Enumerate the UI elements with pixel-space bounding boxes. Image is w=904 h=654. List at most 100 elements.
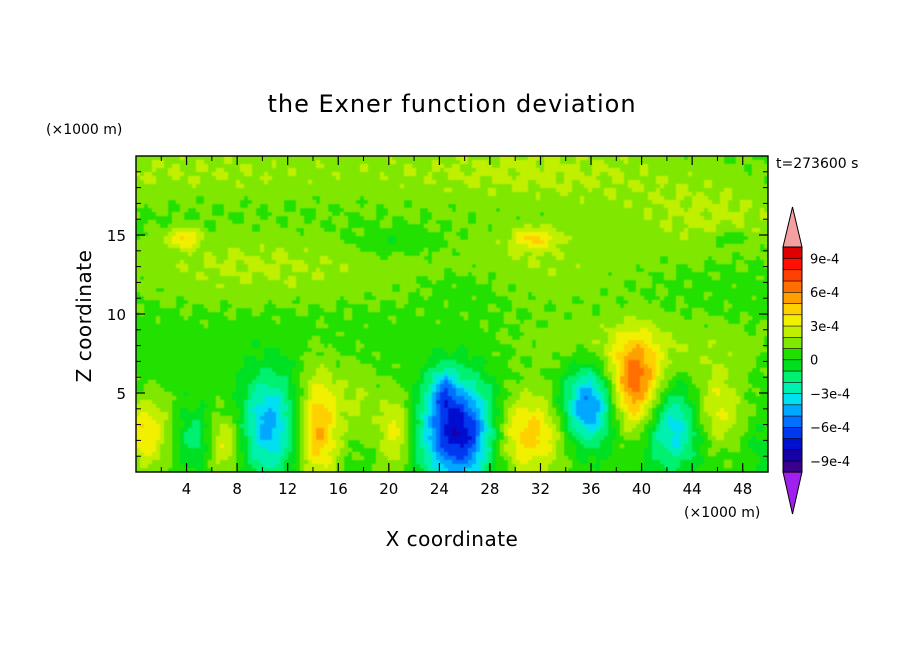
field-cell <box>568 180 573 185</box>
field-cell <box>584 240 589 245</box>
field-cell <box>668 224 673 229</box>
field-cell <box>712 180 717 185</box>
field-cell <box>740 244 745 249</box>
field-cell <box>576 256 581 261</box>
field-cell <box>308 192 313 197</box>
field-cell <box>716 276 721 281</box>
field-cell <box>224 220 229 225</box>
field-cell <box>500 252 505 257</box>
field-cell <box>324 232 329 237</box>
field-cell <box>600 248 605 253</box>
field-cell <box>724 260 729 265</box>
field-cell <box>268 200 273 205</box>
field-cell <box>656 208 661 213</box>
field-cell <box>748 228 753 233</box>
field-cell <box>584 208 589 213</box>
field-cell <box>644 248 649 253</box>
field-cell <box>248 204 253 209</box>
field-cell <box>584 252 589 257</box>
field-cell <box>496 224 501 229</box>
field-cell <box>608 208 613 213</box>
field-cell <box>272 240 277 245</box>
field-cell <box>252 160 257 165</box>
field-cell <box>552 172 557 177</box>
field-cell <box>280 252 285 257</box>
field-cell <box>532 212 537 217</box>
field-cell <box>740 176 745 181</box>
field-cell <box>244 180 249 185</box>
field-cell <box>332 204 337 209</box>
field-cell <box>436 220 441 225</box>
field-cell <box>164 276 169 281</box>
field-cell <box>332 236 337 241</box>
field-cell <box>200 248 205 253</box>
field-cell <box>200 160 205 165</box>
field-cell <box>628 272 633 277</box>
field-cell <box>372 212 377 217</box>
field-cell <box>280 236 285 241</box>
field-cell <box>336 164 341 169</box>
field-cell <box>372 224 377 229</box>
field-cell <box>316 240 321 245</box>
field-cell <box>748 184 753 189</box>
field-cell <box>184 212 189 217</box>
field-cell <box>240 252 245 257</box>
field-cell <box>296 228 301 233</box>
field-cell <box>732 240 737 245</box>
field-cell <box>544 160 549 165</box>
field-cell <box>308 256 313 261</box>
field-cell <box>260 228 265 233</box>
field-cell <box>244 192 249 197</box>
field-cell <box>264 244 269 249</box>
field-cell <box>484 156 489 161</box>
field-cell <box>568 204 573 209</box>
field-cell <box>528 220 533 225</box>
field-cell <box>552 200 557 205</box>
field-cell <box>636 248 641 253</box>
field-cell <box>144 224 149 229</box>
field-cell <box>704 168 709 173</box>
field-cell <box>504 280 509 285</box>
field-cell <box>508 260 513 265</box>
field-cell <box>324 244 329 249</box>
field-cell <box>500 220 505 225</box>
field-cell <box>476 264 481 269</box>
field-cell <box>720 168 725 173</box>
field-cell <box>268 220 273 225</box>
field-cell <box>688 192 693 197</box>
field-cell <box>432 208 437 213</box>
field-cell <box>528 252 533 257</box>
field-cell <box>148 184 153 189</box>
field-cell <box>456 220 461 225</box>
field-cell <box>688 248 693 253</box>
field-cell <box>516 256 521 261</box>
field-cell <box>500 164 505 169</box>
field-cell <box>696 208 701 213</box>
field-cell <box>332 208 337 213</box>
field-cell <box>340 224 345 229</box>
field-cell <box>388 220 393 225</box>
field-cell <box>184 240 189 245</box>
field-cell <box>316 232 321 237</box>
field-cell <box>728 180 733 185</box>
field-cell <box>420 248 425 253</box>
field-cell <box>604 252 609 257</box>
field-cell <box>204 196 209 201</box>
field-cell <box>472 272 477 277</box>
field-cell <box>284 216 289 221</box>
field-cell <box>708 176 713 181</box>
field-cell <box>672 260 677 265</box>
field-cell <box>524 268 529 273</box>
field-cell <box>268 276 273 281</box>
field-cell <box>532 196 537 201</box>
field-cell <box>692 276 697 281</box>
field-cell <box>136 240 141 245</box>
field-cell <box>508 224 513 229</box>
field-cell <box>208 248 213 253</box>
field-cell <box>568 208 573 213</box>
field-cell <box>596 200 601 205</box>
field-cell <box>348 264 353 269</box>
field-cell <box>484 280 489 285</box>
field-cell <box>256 280 261 285</box>
field-cell <box>556 212 561 217</box>
